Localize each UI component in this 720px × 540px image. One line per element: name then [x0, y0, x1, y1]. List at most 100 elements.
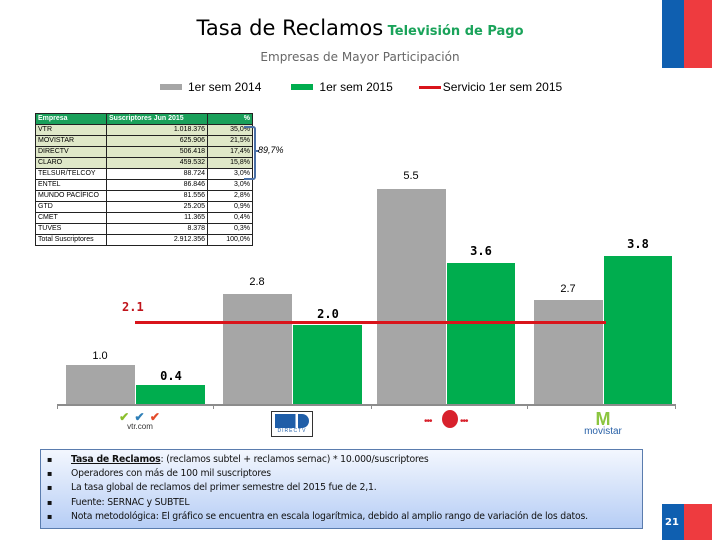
cell: 625.906: [106, 135, 208, 147]
axis-tick: [213, 404, 214, 409]
top4-share-label: 89,7%: [258, 145, 284, 155]
note-item: Fuente: SERNAC y SUBTEL: [47, 496, 634, 510]
table-row: TUVES 8.378 0,3%: [35, 223, 253, 235]
value-label: 2.7: [560, 283, 576, 295]
header-cell: Suscriptores Jun 2015: [106, 113, 208, 125]
x-axis: [57, 404, 676, 406]
legend-item-2015: 1er sem 2015: [291, 80, 393, 94]
bar-directv-2014: [223, 294, 292, 404]
value-label: 1.0: [92, 350, 108, 362]
axis-tick: [675, 404, 676, 409]
cell: ENTEL: [35, 179, 107, 191]
note-item: Operadores con más de 100 mil suscriptor…: [47, 467, 634, 481]
bar-movistar-2015: [604, 256, 672, 404]
cell: 506.418: [106, 146, 208, 158]
bar-claro-2015: [447, 263, 515, 404]
table-row-total: Total Suscriptores 2.912.356 100,0%: [35, 234, 253, 246]
legend-label: 1er sem 2014: [188, 80, 262, 94]
bar-vtr-2014: [66, 365, 135, 404]
cell: 100,0%: [207, 234, 253, 246]
vtr-logo-text: vtr.com: [127, 422, 153, 431]
flag-decoration-bottom: 21: [662, 504, 712, 540]
value-label: 2.0: [317, 307, 339, 321]
note-item: La tasa global de reclamos del primer se…: [47, 481, 634, 495]
cell: 2,8%: [207, 190, 253, 202]
note-item: Tasa de Reclamos: (reclamos subtel + rec…: [47, 453, 634, 467]
cell: GTD: [35, 201, 107, 213]
value-label: 3.6: [470, 244, 492, 258]
value-label: 3.8: [627, 237, 649, 251]
cell: 0,9%: [207, 201, 253, 213]
movistar-logo-text: movistar: [584, 426, 622, 437]
axis-tick: [371, 404, 372, 409]
cell: 21,5%: [207, 135, 253, 147]
table-row: VTR 1.018.376 35,0%: [35, 124, 253, 136]
flag-decoration-top: [662, 0, 712, 68]
legend-label: 1er sem 2015: [319, 80, 393, 94]
legend-item-2014: 1er sem 2014: [160, 80, 261, 94]
note-term: Tasa de Reclamos: [71, 454, 161, 465]
service-average-line: [135, 321, 606, 324]
cell: DIRECTV: [35, 146, 107, 158]
note-item: Nota metodológica: El gráfico se encuent…: [47, 510, 634, 524]
cell: 0,3%: [207, 223, 253, 235]
legend-swatch-gray: [160, 84, 182, 90]
value-label: 5.5: [403, 170, 419, 182]
title-suffix: Televisión de Pago: [387, 24, 524, 39]
cell: 0,4%: [207, 212, 253, 224]
table-row: TELSUR/TELCOY 88.724 3,0%: [35, 168, 253, 180]
value-label: 2.8: [249, 276, 265, 288]
movistar-logo: M movistar: [572, 410, 634, 437]
value-label: 0.4: [160, 369, 182, 383]
cell: CLARO: [35, 157, 107, 169]
bar-vtr-2015: [136, 385, 205, 404]
legend-line-red: [418, 85, 441, 89]
legend-item-service: Servicio 1er sem 2015: [418, 80, 563, 94]
table-row: CMET 11.365 0,4%: [35, 212, 253, 224]
axis-tick: [527, 404, 528, 409]
top4-bracket: [244, 126, 256, 180]
legend-label: Servicio 1er sem 2015: [442, 80, 563, 94]
cell: 459.532: [106, 157, 208, 169]
cell: 86.846: [106, 179, 208, 191]
subscribers-table: Empresa Suscriptores Jun 2015 % VTR 1.018…: [35, 113, 253, 246]
cell: 25.205: [106, 201, 208, 213]
cell: VTR: [35, 124, 107, 136]
header-cell: %: [207, 113, 253, 125]
bar-movistar-2014: [534, 300, 603, 404]
cell: CMET: [35, 212, 107, 224]
table-header: Empresa Suscriptores Jun 2015 %: [35, 113, 253, 125]
note-text: Nota metodológica: El gráfico se encuent…: [71, 510, 588, 522]
axis-tick: [57, 404, 58, 409]
cell: MOVISTAR: [35, 135, 107, 147]
note-text: : (reclamos subtel + reclamos sernac) * …: [160, 454, 429, 465]
note-text: Fuente: SERNAC y SUBTEL: [71, 496, 190, 508]
table-row: CLARO 459.532 15,8%: [35, 157, 253, 169]
table-row: MOVISTAR 625.906 21,5%: [35, 135, 253, 147]
cell: 35,0%: [207, 124, 253, 136]
directv-logo: DIRECTV: [271, 411, 313, 437]
bracket-tick: [254, 150, 259, 152]
cell: 11.365: [106, 212, 208, 224]
cell: MUNDO PACÍFICO: [35, 190, 107, 202]
cell: TELSUR/TELCOY: [35, 168, 107, 180]
cell: TUVES: [35, 223, 107, 235]
cell: 2.912.356: [106, 234, 208, 246]
notes-box: Tasa de Reclamos: (reclamos subtel + rec…: [40, 449, 643, 529]
cell: 3,0%: [207, 179, 253, 191]
table-row: ENTEL 86.846 3,0%: [35, 179, 253, 191]
bar-directv-2015: [293, 325, 362, 404]
title-main: Tasa de Reclamos: [196, 16, 384, 40]
cell: 8.378: [106, 223, 208, 235]
note-text: La tasa global de reclamos del primer se…: [71, 482, 377, 494]
directv-logo-text: DIRECTV: [277, 428, 307, 434]
header-cell: Empresa: [35, 113, 107, 125]
page-number: 21: [665, 517, 679, 528]
page-subtitle: Empresas de Mayor Participación: [260, 50, 460, 64]
cell: 88.724: [106, 168, 208, 180]
table-row: GTD 25.205 0,9%: [35, 201, 253, 213]
bar-claro-2014: [377, 189, 446, 404]
table-row: DIRECTV 506.418 17,4%: [35, 146, 253, 158]
vtr-logo: ✔ ✔ ✔ vtr.com: [110, 410, 170, 431]
chart-legend: 1er sem 2014 1er sem 2015 Servicio 1er s…: [160, 79, 588, 95]
